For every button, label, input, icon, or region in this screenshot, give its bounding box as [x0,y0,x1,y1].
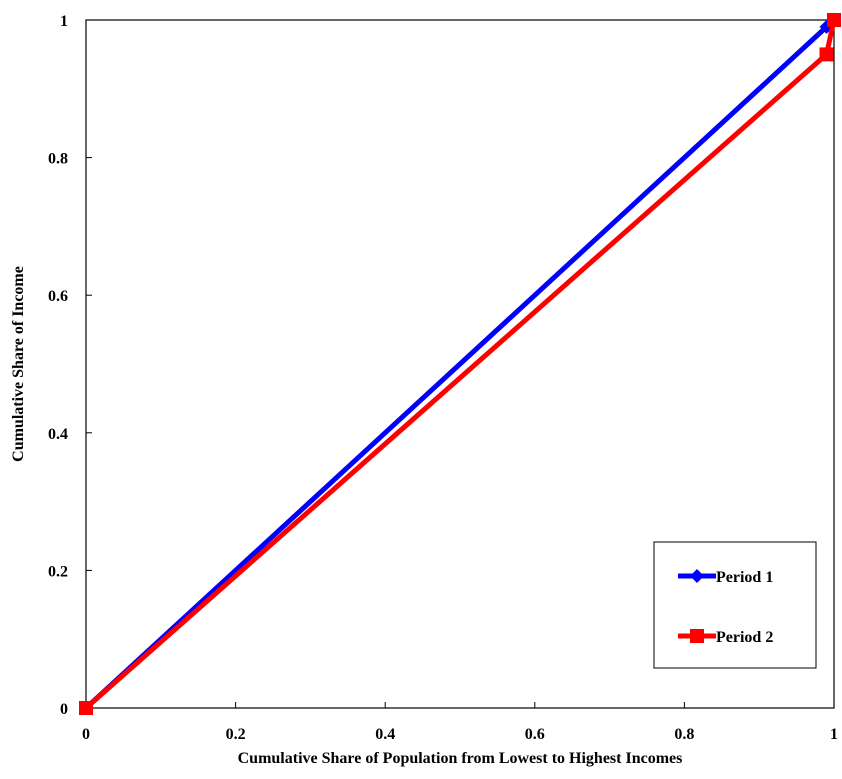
ticks-layer: 0 0.2 0.4 0.6 0.8 1 0 0.2 0.4 0.6 0.8 1 [48,13,838,743]
y-tick-label: 1 [60,13,68,30]
x-tick-label: 0.2 [226,726,246,743]
legend-label: Period 1 [716,569,773,586]
legend-label: Period 2 [716,629,773,646]
legend-box [653,541,817,669]
x-tick-label: 0.4 [375,726,395,743]
series-2 [79,13,841,715]
y-axis-title: Cumulative Share of Income [10,266,27,462]
data-point-square [827,13,841,27]
y-tick-label: 0.8 [48,151,68,168]
data-point-square [79,701,93,715]
legend: Period 1 Period 2 [653,541,817,669]
x-tick-label: 0.8 [674,726,694,743]
y-tick-label: 0.2 [48,563,68,580]
x-axis-title: Cumulative Share of Population from Lowe… [238,750,683,767]
x-tick-label: 0 [82,726,90,743]
legend-item: Period 1 [678,569,773,586]
x-tick-label: 0.6 [525,726,545,743]
y-tick-label: 0.6 [48,288,68,305]
legend-item: Period 2 [678,629,773,646]
y-tick-label: 0.4 [48,426,68,443]
series-layer [79,13,841,715]
data-point-square [819,47,834,62]
data-point-diamond [690,569,704,583]
legend-items: Period 1 Period 2 [678,569,773,646]
x-tick-label: 1 [830,726,838,743]
data-point-square [690,629,704,643]
y-tick-label: 0 [60,701,68,718]
